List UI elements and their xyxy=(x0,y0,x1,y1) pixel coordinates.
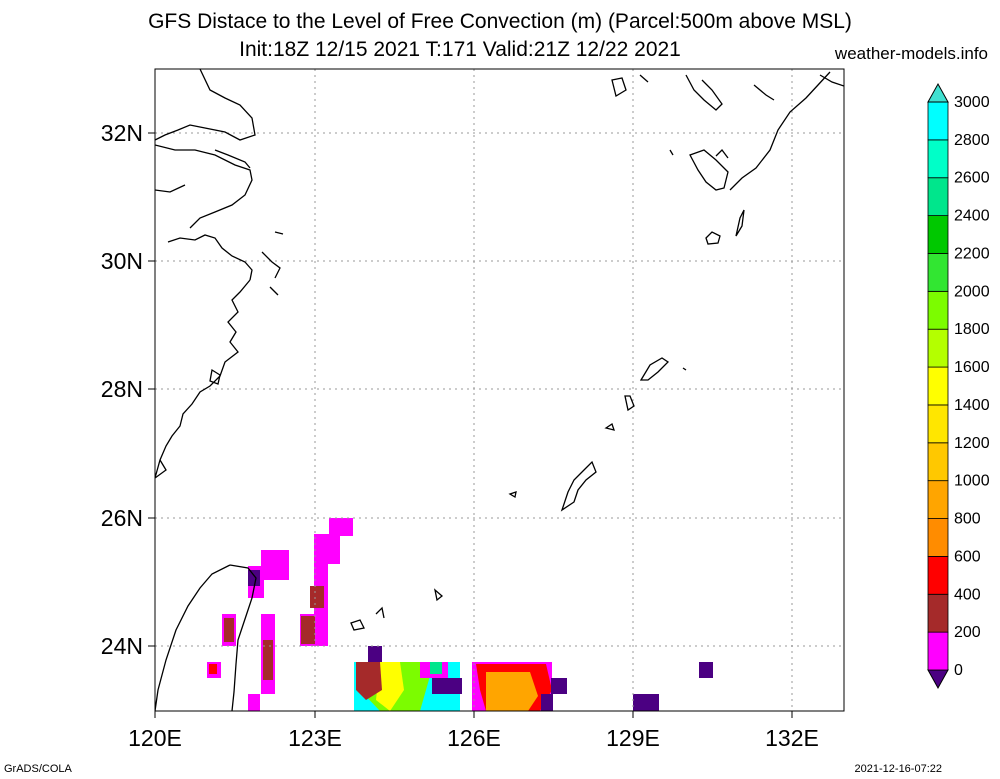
colorbar: 0 200 400 600 800 1000 1200 1400 1600 1800 2000 220… xyxy=(927,82,990,690)
cell xyxy=(310,586,324,608)
cell xyxy=(248,694,260,711)
cell xyxy=(430,662,442,674)
grid-lines xyxy=(155,69,844,711)
footer-credit: GrADS/COLA xyxy=(4,763,72,775)
colorbar-segment xyxy=(927,442,949,482)
lon-tick-label: 123E xyxy=(288,725,342,751)
footer-timestamp: 2021-12-16-07:22 xyxy=(854,763,942,775)
colorbar-upper-extend xyxy=(927,82,949,103)
colorbar-level-label: 600 xyxy=(954,548,981,565)
colorbar-segment xyxy=(927,404,949,444)
colorbar-level-label: 2600 xyxy=(954,170,990,187)
cell xyxy=(633,694,659,711)
colorbar-level-label: 1400 xyxy=(954,397,990,414)
colorbar-segment xyxy=(927,177,949,217)
cell xyxy=(368,646,382,662)
cell xyxy=(261,550,289,580)
cell xyxy=(376,662,404,711)
colorbar-level-label: 400 xyxy=(954,586,981,603)
colorbar-level-label: 2400 xyxy=(954,208,990,225)
colorbar-level-label: 1200 xyxy=(954,435,990,452)
coastlines xyxy=(155,69,844,711)
colorbar-level-label: 3000 xyxy=(954,94,990,111)
tick-marks xyxy=(148,132,793,718)
colorbar-level-label: 1000 xyxy=(954,473,990,490)
lon-tick-label: 129E xyxy=(606,725,660,751)
colorbar-segment xyxy=(927,139,949,179)
cell xyxy=(432,678,462,694)
colorbar-segment xyxy=(927,593,949,633)
cell xyxy=(329,518,353,536)
colorbar-level-label: 0 xyxy=(954,662,963,679)
cell xyxy=(248,570,260,586)
chart-subtitle: Init:18Z 12/15 2021 T:171 Valid:21Z 12/2… xyxy=(239,38,681,61)
colorbar-segment xyxy=(927,328,949,368)
cell xyxy=(551,678,567,694)
colorbar-segment xyxy=(927,556,949,595)
lon-tick-label: 120E xyxy=(128,725,182,751)
lat-tick-label: 26N xyxy=(101,505,143,531)
lon-tick-label: 126E xyxy=(447,725,501,751)
cell xyxy=(486,672,538,711)
lat-tick-label: 28N xyxy=(101,376,143,402)
colorbar-level-label: 1800 xyxy=(954,321,990,338)
cell xyxy=(301,616,315,644)
colorbar-level-label: 800 xyxy=(954,511,981,528)
cell xyxy=(224,618,234,642)
colorbar-level-label: 200 xyxy=(954,624,981,641)
colorbar-level-label: 2200 xyxy=(954,245,990,262)
colorbar-segment xyxy=(927,631,949,671)
colorbar-segment xyxy=(927,253,949,292)
map-frame xyxy=(154,68,845,712)
field-shading xyxy=(207,518,713,711)
colorbar-level-label: 2800 xyxy=(954,132,990,149)
cell xyxy=(209,664,217,674)
cell xyxy=(314,534,340,564)
lat-tick-label: 24N xyxy=(101,633,143,659)
colorbar-segment xyxy=(927,518,949,557)
colorbar-level-label: 2000 xyxy=(954,283,990,300)
cell xyxy=(263,640,273,680)
colorbar-segment xyxy=(927,480,949,519)
colorbar-segment xyxy=(927,366,949,406)
cell xyxy=(541,694,553,711)
colorbar-segment xyxy=(927,290,949,330)
colorbar-level-label: 1600 xyxy=(954,359,990,376)
site-label: weather-models.info xyxy=(834,44,988,63)
lat-tick-label: 32N xyxy=(101,120,143,146)
colorbar-segment xyxy=(927,101,949,141)
colorbar-segment xyxy=(927,215,949,254)
colorbar-lower-extend xyxy=(927,669,949,690)
lon-tick-label: 132E xyxy=(765,725,819,751)
chart-title: GFS Distace to the Level of Free Convect… xyxy=(148,10,852,33)
lat-tick-label: 30N xyxy=(101,248,143,274)
cell xyxy=(356,662,382,700)
cell xyxy=(699,662,713,678)
